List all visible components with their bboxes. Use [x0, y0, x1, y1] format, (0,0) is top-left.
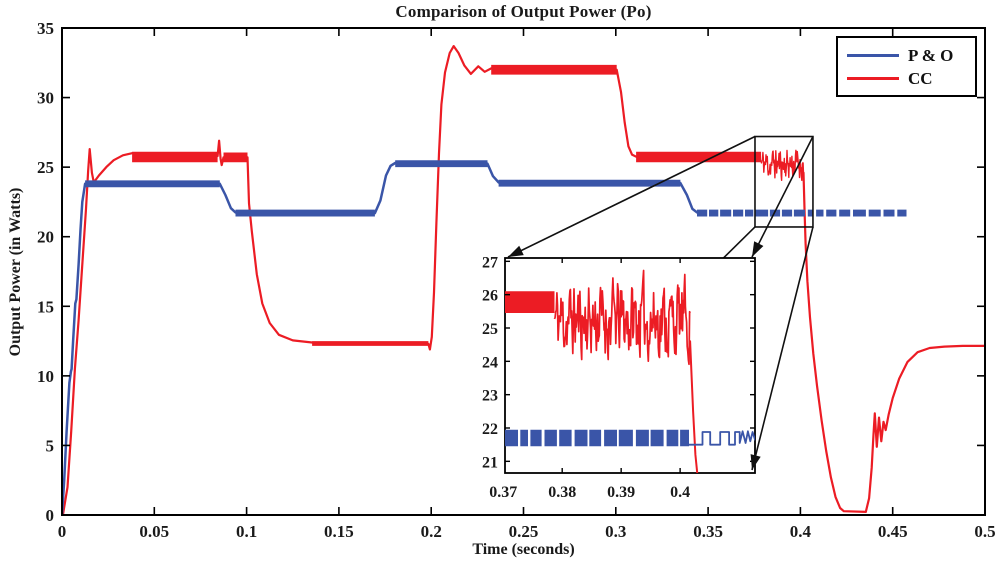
x-tick-label: 0.2 — [421, 522, 442, 541]
series-band — [498, 179, 681, 187]
y-tick-label: 10 — [37, 367, 54, 386]
series-line — [427, 44, 493, 351]
zoom-callout-arrowhead — [750, 454, 761, 470]
legend: P & O CC — [836, 36, 977, 97]
x-tick-label: 0.1 — [236, 522, 257, 541]
series-band — [85, 180, 220, 188]
series-band — [636, 151, 762, 163]
series-line — [246, 156, 314, 344]
y-tick-label: 30 — [37, 89, 54, 108]
legend-item-cc: CC — [838, 70, 975, 87]
series-line — [802, 171, 868, 513]
legend-label-po: P & O — [908, 45, 954, 65]
series-band — [235, 209, 375, 217]
x-tick-label: 0.3 — [605, 522, 626, 541]
series-noise — [553, 269, 691, 366]
series-line — [688, 430, 755, 446]
series-band — [697, 209, 907, 217]
x-tick-label: 0.35 — [693, 522, 723, 541]
inset-y-tick-label: 24 — [482, 354, 498, 371]
y-tick-label: 25 — [37, 158, 54, 177]
series-line — [62, 182, 87, 515]
inset-y-tick-label: 23 — [482, 388, 498, 405]
x-tick-label: 0 — [58, 522, 67, 541]
x-tick-label: 0.15 — [324, 522, 354, 541]
inset-y-tick-label: 22 — [482, 421, 498, 438]
series-band — [223, 152, 248, 163]
series-po — [62, 160, 907, 515]
series-band — [491, 64, 617, 75]
inset-series-po — [505, 429, 755, 447]
inset-y-tick-label: 25 — [482, 321, 498, 338]
inset-y-tick-label: 21 — [482, 454, 498, 471]
zoom-callout-arrowhead — [508, 245, 524, 257]
series-band — [505, 291, 555, 313]
y-tick-label: 5 — [46, 436, 55, 455]
legend-label-cc: CC — [908, 68, 933, 88]
x-tick-label: 0.05 — [139, 522, 169, 541]
chart-title: Comparison of Output Power (Po) — [395, 2, 652, 21]
series-line — [689, 340, 699, 473]
zoom-callout-arrowhead — [752, 241, 764, 257]
y-tick-label: 15 — [37, 297, 54, 316]
y-tick-label: 20 — [37, 228, 54, 247]
series-line — [679, 181, 699, 214]
zoom-region-rect — [754, 135, 814, 228]
inset-plot-series — [505, 269, 755, 473]
x-tick-label: 0.5 — [974, 522, 995, 541]
inset-x-tick-label: 0.37 — [489, 484, 517, 501]
y-axis-label: Output Power (in Watts) — [7, 187, 24, 357]
inset-y-tick-label: 27 — [482, 254, 498, 271]
inset-x-tick-label: 0.38 — [548, 484, 576, 501]
series-noise — [760, 149, 805, 182]
legend-line-cc — [847, 76, 899, 80]
zoom-callout-line-tl — [507, 135, 756, 258]
main-plot-series — [62, 44, 985, 515]
series-line — [373, 161, 397, 215]
series-line — [864, 344, 985, 513]
zoom-callout-line-br — [751, 226, 814, 471]
inset-y-tick-label: 26 — [482, 288, 498, 305]
series-line — [486, 162, 500, 184]
zoom-callout-line-tr — [751, 136, 814, 258]
y-tick-label: 0 — [46, 506, 55, 525]
x-tick-label: 0.45 — [878, 522, 908, 541]
inset-series-cc — [505, 269, 699, 473]
series-line — [218, 182, 237, 214]
x-axis-label: Time (seconds) — [472, 541, 575, 558]
series-band — [505, 429, 689, 447]
y-tick-label: 35 — [37, 19, 54, 38]
series-band — [312, 341, 429, 346]
series-line — [62, 148, 134, 515]
legend-line-po — [847, 53, 899, 57]
inset-x-tick-label: 0.39 — [607, 484, 635, 501]
x-tick-label: 0.25 — [509, 522, 539, 541]
x-tick-label: 0.4 — [790, 522, 812, 541]
series-line — [216, 139, 225, 167]
series-band — [395, 160, 488, 168]
series-band — [132, 151, 218, 163]
series-line — [615, 68, 638, 158]
legend-item-po: P & O — [838, 47, 975, 64]
inset-x-tick-label: 0.4 — [670, 484, 690, 501]
